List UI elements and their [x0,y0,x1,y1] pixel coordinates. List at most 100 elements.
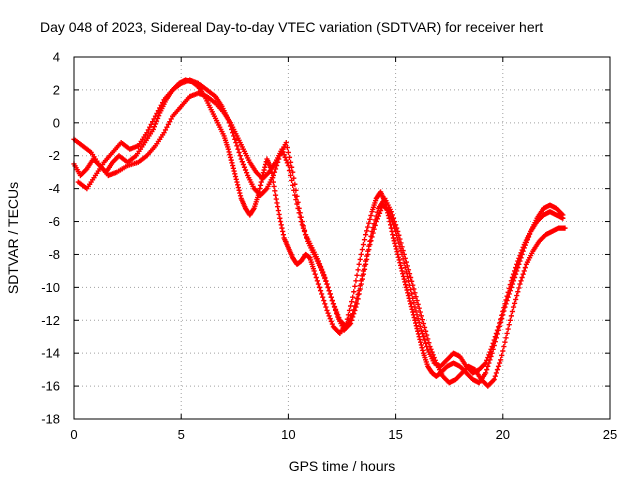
data-point [484,367,490,373]
y-axis-label: SDTVAR / TECUs [5,182,21,294]
data-markers [71,77,568,389]
data-point [285,163,291,169]
data-point [236,187,242,193]
data-point [513,296,519,303]
y-tick-label: -2 [48,148,60,163]
data-point [362,261,369,267]
data-point [408,286,414,293]
data-point [332,307,339,313]
data-point [160,99,166,106]
data-point [272,192,279,198]
data-point [503,297,509,303]
data-point [373,218,379,225]
data-point [488,346,494,352]
data-point [242,167,249,173]
data-point [501,305,507,311]
data-point [326,313,332,319]
data-point [152,113,159,119]
data-point [400,256,406,262]
data-point [490,340,496,346]
data-point [499,312,505,318]
data-point [406,271,413,277]
data-point [365,251,371,258]
data-point [334,311,340,317]
data-point [486,352,492,358]
data-point [270,172,276,179]
data-point [291,175,297,181]
data-point [421,324,428,331]
data-point [235,184,241,191]
y-tick-label: 4 [53,50,60,65]
data-point [410,309,416,315]
data-point [323,278,329,284]
data-point [357,256,363,262]
data-point [281,152,287,158]
data-point [226,120,233,126]
data-point [230,163,236,169]
data-point [320,269,326,275]
data-point [366,220,372,226]
data-point [388,215,394,221]
data-point [238,156,244,162]
data-point [416,319,422,326]
data-point [359,246,365,253]
data-point [516,255,522,261]
data-point [413,294,419,300]
data-point [285,149,291,156]
x-tick-label: 25 [603,427,617,442]
data-point [419,345,425,351]
data-point [407,298,413,304]
data-point [277,215,283,221]
data-point [319,266,325,272]
data-point [312,271,318,277]
data-point [485,363,491,369]
data-point [329,321,335,327]
data-point [511,300,518,306]
data-point [358,281,364,287]
data-point [418,313,424,319]
data-point [293,187,299,193]
data-point [377,207,384,214]
data-point [393,228,399,235]
data-point [262,164,268,170]
data-point [401,260,407,266]
data-point [402,279,408,285]
data-point [492,334,498,340]
y-tick-label: -12 [41,313,60,328]
data-point [349,317,355,323]
data-point [356,291,362,297]
data-point [299,218,305,225]
data-point [230,165,236,171]
data-point [516,285,522,291]
data-point [231,133,237,139]
data-point [405,278,412,284]
series-track-a [71,77,566,386]
data-point [391,238,397,244]
data-point [514,292,520,299]
data-point [331,304,338,310]
data-point [421,337,428,343]
data-point [510,304,517,310]
data-point [292,181,298,187]
data-point [508,278,514,284]
data-point [415,328,421,334]
data-point [276,156,282,162]
data-point [420,320,427,327]
data-point [560,215,566,221]
data-point [405,292,412,299]
data-point [395,236,401,242]
data-point [520,244,526,250]
data-point [229,160,235,166]
data-point [237,190,243,196]
data-point [394,249,400,255]
data-point [325,284,331,290]
data-point [317,263,324,270]
data-point [154,110,160,117]
data-point [232,173,239,180]
data-point [165,121,171,128]
data-point [227,152,233,158]
data-point [413,308,419,314]
data-point [234,179,240,185]
data-point [355,267,361,273]
data-point [283,139,289,146]
